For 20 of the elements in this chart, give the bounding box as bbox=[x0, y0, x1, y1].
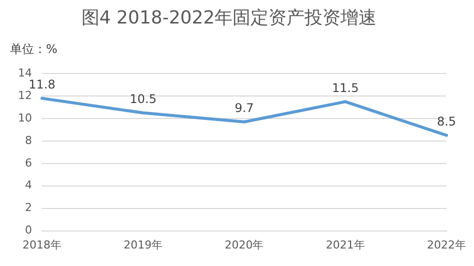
y-tick-label: 6 bbox=[24, 156, 32, 170]
x-tick-label: 2019年 bbox=[124, 238, 163, 252]
y-tick-label: 2 bbox=[24, 201, 32, 214]
y-tick-label: 8 bbox=[24, 134, 32, 147]
y-tick-label: 14 bbox=[18, 66, 32, 80]
y-tick-label: 0 bbox=[24, 224, 32, 237]
y-tick-label: 12 bbox=[18, 88, 32, 102]
data-label: 10.5 bbox=[130, 92, 156, 106]
x-tick-label: 2022年 bbox=[427, 238, 466, 252]
y-tick-label: 4 bbox=[24, 178, 32, 192]
data-label: 9.7 bbox=[234, 101, 254, 116]
y-tick-label: 10 bbox=[18, 111, 32, 124]
data-label: 11.5 bbox=[332, 80, 359, 95]
x-tick-label: 2021年 bbox=[326, 238, 365, 252]
chart-title: 图4 2018-2022年固定资产投资增速 bbox=[81, 7, 377, 28]
data-label: 8.5 bbox=[436, 114, 456, 128]
data-label: 11.8 bbox=[28, 77, 56, 92]
y-axis-title: 单位：% bbox=[10, 42, 58, 56]
x-tick-label: 2018年 bbox=[22, 238, 62, 252]
x-tick-label: 2020年 bbox=[224, 238, 264, 252]
